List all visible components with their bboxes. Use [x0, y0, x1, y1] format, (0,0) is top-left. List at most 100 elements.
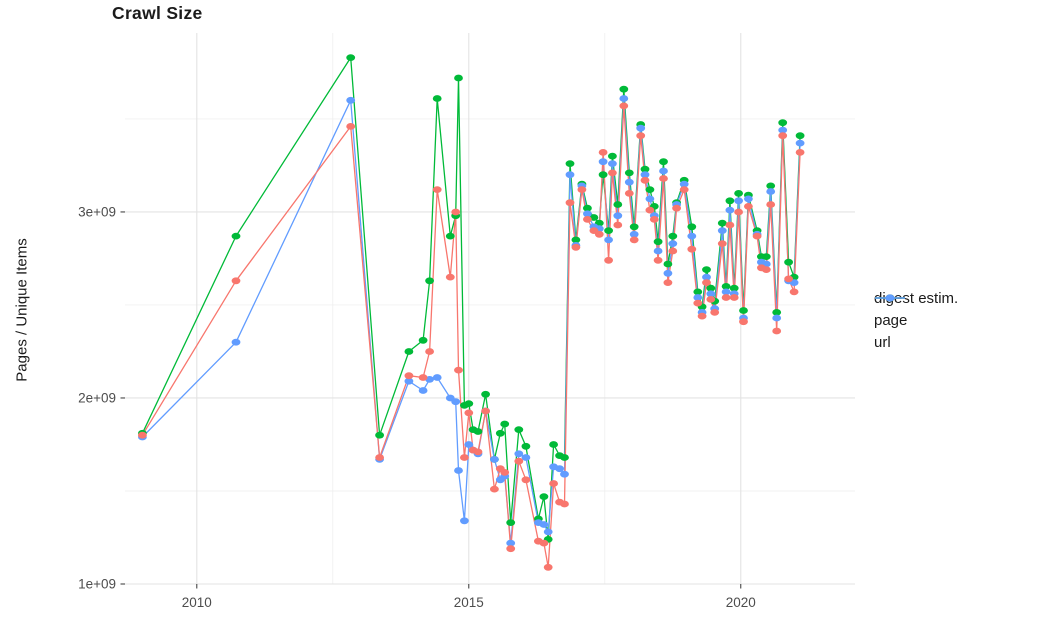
data-point-page — [624, 169, 634, 177]
data-point-digest-estim- — [500, 469, 510, 476]
data-point-digest-estim- — [543, 563, 553, 571]
data-point-digest-estim- — [679, 186, 689, 194]
data-point-digest-estim- — [445, 273, 455, 281]
data-point-page — [521, 442, 531, 450]
data-point-page — [613, 201, 623, 208]
data-point-digest-estim- — [583, 216, 592, 223]
legend-item-label: page — [874, 312, 908, 329]
data-point-digest-estim- — [629, 236, 639, 244]
data-point-page — [432, 95, 442, 102]
data-point-digest-estim- — [565, 199, 575, 207]
data-point-url — [555, 465, 564, 473]
legend: digest estim. page url — [874, 290, 958, 351]
y-tick-label: 3e+09 — [78, 204, 116, 219]
data-point-digest-estim- — [454, 366, 463, 374]
data-point-page — [231, 232, 241, 240]
data-point-page — [454, 74, 463, 82]
data-point-digest-estim- — [346, 123, 356, 130]
data-point-page — [514, 426, 524, 433]
data-point-url — [583, 210, 592, 218]
data-point-digest-estim- — [717, 240, 727, 248]
data-point-url — [560, 470, 569, 478]
data-point-digest-estim- — [784, 275, 793, 283]
data-point-page — [784, 258, 793, 266]
data-point-url — [613, 212, 623, 220]
data-point-digest-estim- — [418, 374, 428, 381]
data-point-digest-estim- — [375, 454, 384, 461]
data-point-digest-estim- — [521, 476, 531, 484]
data-point-digest-estim- — [640, 176, 650, 184]
data-point-url — [725, 206, 735, 214]
data-point-page — [761, 253, 771, 260]
data-point-url — [451, 398, 461, 406]
data-point-digest-estim- — [571, 243, 581, 251]
data-point-digest-estim- — [619, 102, 629, 110]
data-point-digest-estim- — [761, 266, 771, 273]
x-tick-label: 2010 — [182, 595, 212, 610]
data-point-page — [495, 429, 505, 437]
data-point-digest-estim- — [706, 296, 716, 303]
data-point-url — [624, 178, 634, 186]
legend-key-icon — [875, 294, 905, 302]
data-point-url — [619, 95, 629, 102]
data-point-url — [629, 230, 639, 238]
data-point-digest-estim- — [668, 247, 678, 255]
y-tick-label: 2e+09 — [78, 390, 116, 405]
data-point-digest-estim- — [539, 539, 549, 547]
data-point-url — [565, 171, 575, 179]
data-point-digest-estim- — [672, 204, 681, 212]
data-point-page — [604, 227, 613, 235]
data-point-digest-estim- — [577, 186, 587, 194]
data-point-page — [375, 431, 384, 439]
data-point-page — [778, 119, 788, 127]
data-point-page — [473, 428, 483, 435]
data-point-page — [640, 165, 650, 173]
data-point-digest-estim- — [744, 203, 753, 210]
data-point-url — [663, 269, 673, 277]
data-point-digest-estim- — [766, 201, 776, 208]
legend-item-url: url — [874, 294, 958, 351]
data-point-digest-estim- — [594, 230, 604, 238]
data-point-page — [721, 283, 731, 290]
data-point-url — [687, 232, 697, 240]
data-point-digest-estim- — [473, 448, 483, 456]
data-point-page — [571, 236, 581, 244]
data-point-page — [653, 238, 663, 246]
data-point-page — [404, 348, 414, 355]
data-point-digest-estim- — [481, 407, 490, 415]
data-point-digest-estim- — [514, 457, 524, 465]
data-point-url — [640, 171, 650, 179]
data-point-page — [608, 152, 617, 160]
data-point-url — [460, 517, 469, 525]
data-point-digest-estim- — [778, 132, 788, 140]
data-point-page — [772, 309, 782, 316]
data-point-page — [725, 197, 735, 205]
data-point-url — [418, 387, 428, 394]
data-point-url — [702, 273, 711, 281]
data-point-digest-estim- — [729, 294, 739, 301]
data-point-digest-estim- — [560, 500, 569, 508]
data-point-digest-estim- — [697, 312, 707, 320]
data-point-page — [668, 232, 678, 240]
data-point-digest-estim- — [451, 208, 461, 216]
data-point-url — [734, 197, 743, 205]
data-point-page — [619, 85, 629, 93]
data-point-page — [645, 186, 655, 194]
data-point-page — [539, 493, 549, 500]
data-point-url — [721, 288, 731, 296]
data-point-digest-estim- — [752, 232, 762, 240]
data-point-digest-estim- — [624, 190, 634, 197]
data-point-digest-estim- — [789, 288, 799, 296]
data-point-url — [693, 294, 703, 301]
data-point-url — [598, 158, 608, 166]
data-point-url — [795, 139, 805, 147]
data-point-page — [734, 190, 743, 197]
data-point-page — [729, 284, 739, 292]
data-point-digest-estim- — [425, 348, 434, 355]
data-point-page — [583, 204, 592, 212]
x-tick-label: 2020 — [726, 595, 756, 610]
data-point-url — [464, 441, 474, 448]
data-point-digest-estim- — [231, 277, 241, 285]
data-point-page — [702, 266, 711, 273]
x-tick-label: 2015 — [454, 595, 484, 610]
